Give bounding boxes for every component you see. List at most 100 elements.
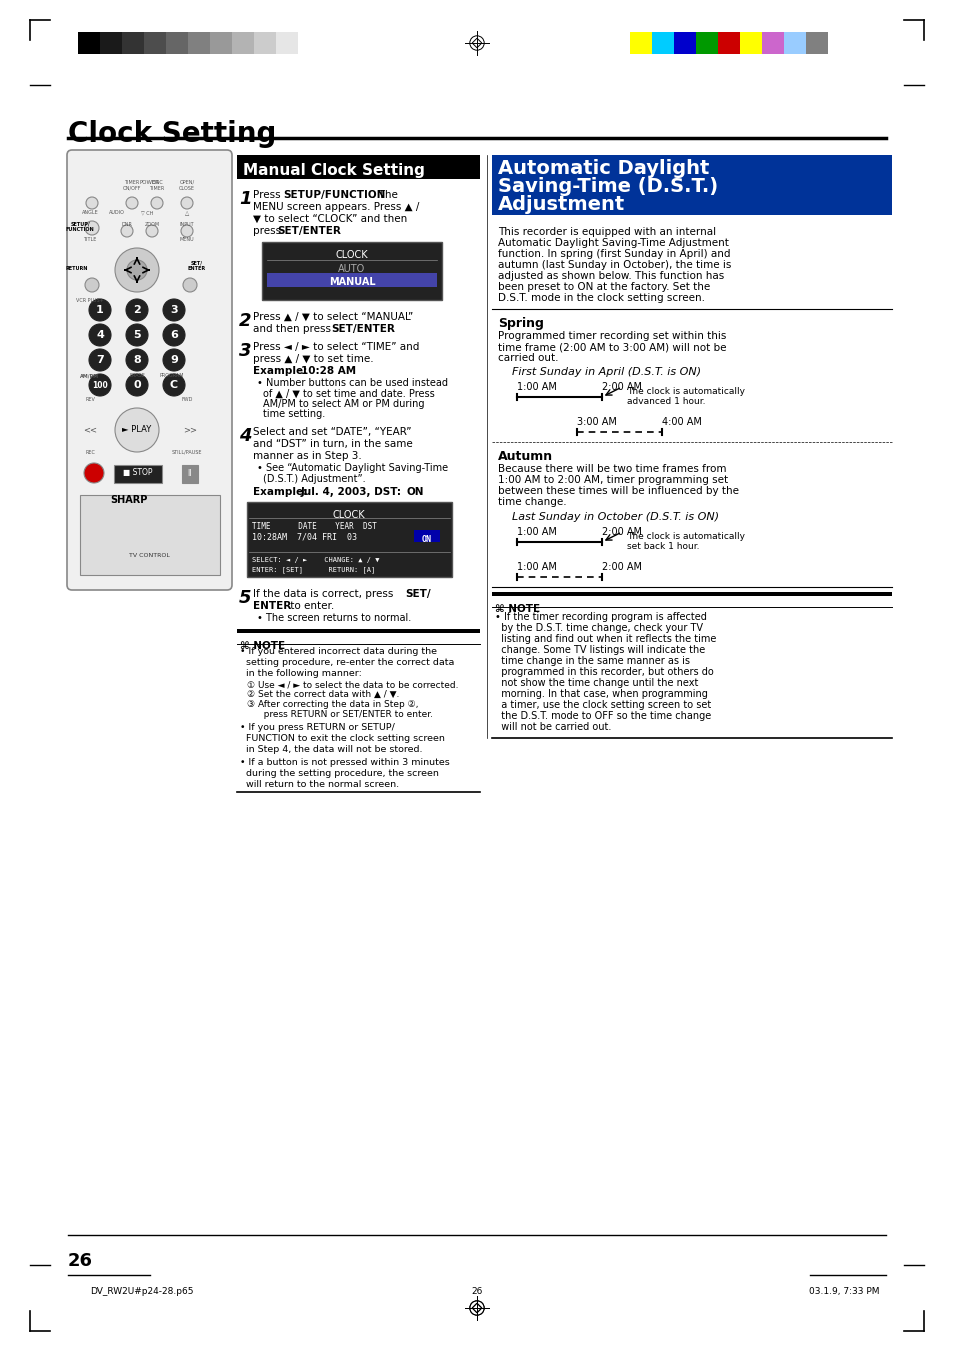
Circle shape xyxy=(84,463,104,484)
Text: Press ◄ / ► to select “TIME” and: Press ◄ / ► to select “TIME” and xyxy=(253,342,419,353)
Text: programmed in this recorder, but others do: programmed in this recorder, but others … xyxy=(495,667,713,677)
Bar xyxy=(673,32,696,54)
Text: ZOOM: ZOOM xyxy=(144,222,159,227)
Text: • If you press RETURN or SETUP/: • If you press RETURN or SETUP/ xyxy=(240,723,395,732)
Text: ► PLAY: ► PLAY xyxy=(122,426,152,435)
Text: REV: REV xyxy=(85,397,95,403)
Bar xyxy=(492,155,891,215)
Text: POWER: POWER xyxy=(139,180,159,185)
Text: Press: Press xyxy=(253,190,284,200)
Circle shape xyxy=(86,197,98,209)
Text: FWD: FWD xyxy=(181,397,193,403)
Circle shape xyxy=(163,324,185,346)
Circle shape xyxy=(163,349,185,372)
Text: in the following manner:: in the following manner: xyxy=(240,669,361,678)
Text: SETUP/: SETUP/ xyxy=(71,222,90,227)
Text: Clock Setting: Clock Setting xyxy=(68,120,276,149)
Circle shape xyxy=(181,226,193,236)
Text: function. In spring (first Sunday in April) and: function. In spring (first Sunday in Apr… xyxy=(497,249,730,259)
Text: in Step 4, the data will not be stored.: in Step 4, the data will not be stored. xyxy=(240,744,422,754)
Text: • See “Automatic Daylight Saving-Time: • See “Automatic Daylight Saving-Time xyxy=(256,463,448,473)
Text: (D.S.T.) Adjustment”.: (D.S.T.) Adjustment”. xyxy=(263,474,365,484)
Text: • If you entered incorrect data during the: • If you entered incorrect data during t… xyxy=(240,647,436,657)
Text: △: △ xyxy=(185,209,189,215)
FancyBboxPatch shape xyxy=(67,150,232,590)
Text: ② Set the correct data with ▲ / ▼.: ② Set the correct data with ▲ / ▼. xyxy=(247,690,399,698)
Text: 6: 6 xyxy=(170,330,178,340)
Text: 1:00 AM: 1:00 AM xyxy=(517,562,557,571)
Text: SET/ENTER: SET/ENTER xyxy=(331,324,395,334)
Text: autumn (last Sunday in October), the time is: autumn (last Sunday in October), the tim… xyxy=(497,259,731,270)
Text: ENTER: [SET]      RETURN: [A]: ENTER: [SET] RETURN: [A] xyxy=(252,566,375,573)
Text: 5: 5 xyxy=(239,589,252,607)
Circle shape xyxy=(89,299,111,322)
Bar xyxy=(275,32,297,54)
Text: • If a button is not pressed within 3 minutes: • If a button is not pressed within 3 mi… xyxy=(240,758,449,767)
Text: INPUT: INPUT xyxy=(179,222,194,227)
Circle shape xyxy=(85,222,99,235)
Text: ▽ CH: ▽ CH xyxy=(141,209,153,215)
Text: 10:28 AM: 10:28 AM xyxy=(301,366,355,376)
Text: AM/PM to select AM or PM during: AM/PM to select AM or PM during xyxy=(263,399,424,409)
Text: by the D.S.T. time change, check your TV: by the D.S.T. time change, check your TV xyxy=(495,623,702,634)
Text: ⌘ NOTE: ⌘ NOTE xyxy=(495,604,539,613)
Text: MENU screen appears. Press ▲ /: MENU screen appears. Press ▲ / xyxy=(253,203,419,212)
Text: MENU: MENU xyxy=(179,236,194,242)
Circle shape xyxy=(126,324,148,346)
Text: SELECT: ◄ / ►    CHANGE: ▲ / ▼: SELECT: ◄ / ► CHANGE: ▲ / ▼ xyxy=(252,557,379,563)
Bar xyxy=(718,32,740,54)
Text: ERASE: ERASE xyxy=(129,373,145,378)
Text: carried out.: carried out. xyxy=(497,353,558,363)
Bar xyxy=(262,242,441,300)
Text: The clock is automatically: The clock is automatically xyxy=(626,386,744,396)
Text: set back 1 hour.: set back 1 hour. xyxy=(626,542,699,551)
Text: 26: 26 xyxy=(68,1252,92,1270)
Circle shape xyxy=(85,278,99,292)
Bar xyxy=(297,32,319,54)
Text: ON: ON xyxy=(421,535,432,544)
Text: C: C xyxy=(170,380,178,390)
Text: 4: 4 xyxy=(239,427,252,444)
Bar xyxy=(492,592,891,596)
Bar xyxy=(696,32,718,54)
Circle shape xyxy=(163,374,185,396)
Text: 8: 8 xyxy=(133,355,141,365)
Text: OPEN/
CLOSE: OPEN/ CLOSE xyxy=(179,180,194,190)
Text: 1:00 AM: 1:00 AM xyxy=(517,382,557,392)
Bar xyxy=(783,32,805,54)
Text: 2:00 AM: 2:00 AM xyxy=(601,527,641,536)
Bar xyxy=(122,32,144,54)
Text: PROGRAM: PROGRAM xyxy=(159,373,184,378)
Text: D.S.T. mode in the clock setting screen.: D.S.T. mode in the clock setting screen. xyxy=(497,293,704,303)
Text: Adjustment: Adjustment xyxy=(497,195,624,213)
Text: ① Use ◄ / ► to select the data to be corrected.: ① Use ◄ / ► to select the data to be cor… xyxy=(247,680,458,689)
Text: SET/ENTER: SET/ENTER xyxy=(276,226,340,236)
Text: ⌘ NOTE: ⌘ NOTE xyxy=(240,640,285,651)
Bar xyxy=(253,32,275,54)
Text: 3: 3 xyxy=(170,305,177,315)
Text: 7: 7 xyxy=(96,355,104,365)
Text: Manual Clock Setting: Manual Clock Setting xyxy=(243,163,424,178)
Text: 26: 26 xyxy=(471,1288,482,1296)
Text: 5: 5 xyxy=(133,330,141,340)
Text: ON: ON xyxy=(407,486,424,497)
Bar xyxy=(78,32,100,54)
Bar xyxy=(232,32,253,54)
Text: 9: 9 xyxy=(170,355,178,365)
Text: Spring: Spring xyxy=(497,317,543,330)
Circle shape xyxy=(163,299,185,322)
Bar xyxy=(414,530,439,542)
Text: Example:: Example: xyxy=(253,486,311,497)
Bar xyxy=(210,32,232,54)
Text: II: II xyxy=(188,469,193,477)
Text: adjusted as shown below. This function has: adjusted as shown below. This function h… xyxy=(497,272,723,281)
Text: ENTER: ENTER xyxy=(188,266,206,270)
Text: time change.: time change. xyxy=(497,497,566,507)
Text: press ▲ / ▼ to set time.: press ▲ / ▼ to set time. xyxy=(253,354,374,363)
Text: >>: >> xyxy=(183,426,196,435)
Text: TV CONTROL: TV CONTROL xyxy=(129,553,170,558)
Text: morning. In that case, when programming: morning. In that case, when programming xyxy=(495,689,707,698)
Circle shape xyxy=(151,197,163,209)
Text: MANUAL: MANUAL xyxy=(329,277,375,286)
Text: TITLE: TITLE xyxy=(83,236,96,242)
